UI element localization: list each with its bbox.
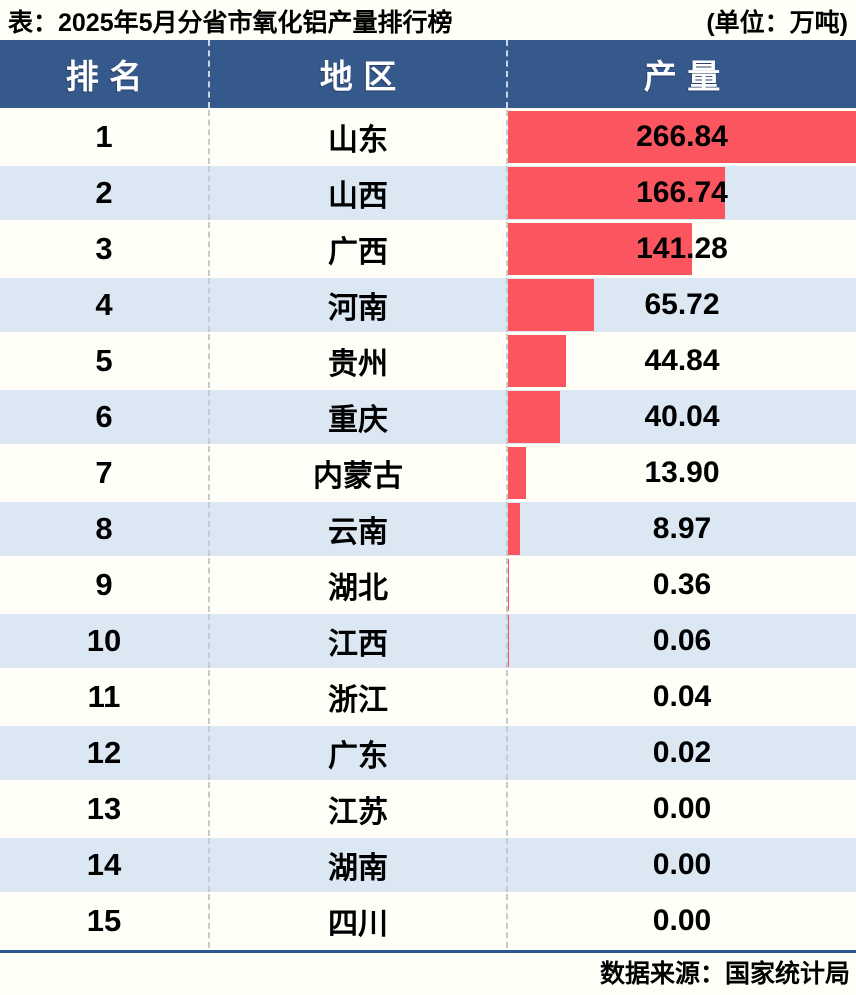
value-label: 0.00 — [652, 904, 712, 937]
value-label: 0.06 — [652, 624, 712, 657]
value-label: 0.02 — [652, 736, 712, 769]
rank-cell: 5 — [0, 334, 210, 388]
region-cell: 贵州 — [210, 334, 508, 388]
value-bar — [508, 111, 856, 163]
region-cell: 山东 — [210, 110, 508, 164]
value-label: 166.74 — [636, 176, 728, 209]
value-label: 0.36 — [652, 568, 712, 601]
value-bar — [508, 503, 520, 555]
table-row: 4 河南 65.72 — [0, 278, 856, 334]
value-label: 44.84 — [644, 344, 720, 377]
table-row: 8 云南 8.97 — [0, 502, 856, 558]
value-label: 0.04 — [652, 680, 712, 713]
rank-cell: 14 — [0, 838, 210, 892]
table-row: 7 内蒙古 13.90 — [0, 446, 856, 502]
rank-cell: 1 — [0, 110, 210, 164]
region-cell: 内蒙古 — [210, 446, 508, 500]
region-cell: 江西 — [210, 614, 508, 668]
value-cell: 0.00 — [508, 894, 856, 948]
value-cell: 8.97 — [508, 502, 856, 556]
data-source-label: 数据来源：国家统计局 — [599, 959, 850, 988]
value-label: 13.90 — [644, 456, 720, 489]
region-cell: 河南 — [210, 278, 508, 332]
column-header-value: 产量 — [643, 58, 731, 95]
rank-cell: 12 — [0, 726, 210, 780]
table-row: 10 江西 0.06 — [0, 614, 856, 670]
unit-label: (单位：万吨) — [706, 9, 848, 37]
value-bar — [508, 391, 561, 443]
region-cell: 浙江 — [210, 670, 508, 724]
value-bar — [508, 447, 527, 499]
table-row: 1 山东 266.84 — [0, 110, 856, 166]
table-row: 15 四川 0.00 — [0, 894, 856, 950]
value-label: 40.04 — [644, 400, 720, 433]
rank-cell: 6 — [0, 390, 210, 444]
value-label: 8.97 — [652, 512, 712, 545]
table-row: 9 湖北 0.36 — [0, 558, 856, 614]
table-row: 13 江苏 0.00 — [0, 782, 856, 838]
rank-cell: 8 — [0, 502, 210, 556]
page-title: 表：2025年5月分省市氧化铝产量排行榜 — [8, 9, 453, 37]
value-label: 65.72 — [644, 288, 720, 321]
region-cell: 四川 — [210, 894, 508, 948]
region-cell: 重庆 — [210, 390, 508, 444]
rank-cell: 2 — [0, 166, 210, 220]
column-header-rank: 排名 — [0, 40, 210, 108]
footer: 数据来源：国家统计局 — [0, 950, 856, 990]
region-cell: 云南 — [210, 502, 508, 556]
rank-cell: 3 — [0, 222, 210, 276]
region-cell: 山西 — [210, 166, 508, 220]
value-cell: 0.04 — [508, 670, 856, 724]
value-cell: 0.00 — [508, 838, 856, 892]
table-row: 2 山西 166.74 — [0, 166, 856, 222]
value-cell: 40.04 — [508, 390, 856, 444]
value-cell: 0.02 — [508, 726, 856, 780]
rank-cell: 15 — [0, 894, 210, 948]
rank-cell: 7 — [0, 446, 210, 500]
value-bar — [508, 279, 594, 331]
value-cell: 0.06 — [508, 614, 856, 668]
region-cell: 广西 — [210, 222, 508, 276]
value-cell: 13.90 — [508, 446, 856, 500]
value-label: 141.28 — [636, 232, 728, 265]
value-cell: 65.72 — [508, 278, 856, 332]
table-header: 排名 地区 产量 — [0, 40, 856, 110]
rank-cell: 13 — [0, 782, 210, 836]
value-cell: 44.84 — [508, 334, 856, 388]
value-bar — [508, 335, 567, 387]
value-cell: 0.00 — [508, 782, 856, 836]
rank-cell: 10 — [0, 614, 210, 668]
value-label: 266.84 — [636, 120, 728, 153]
region-cell: 湖北 — [210, 558, 508, 612]
region-cell: 广东 — [210, 726, 508, 780]
rank-cell: 11 — [0, 670, 210, 724]
table-row: 11 浙江 0.04 — [0, 670, 856, 726]
region-cell: 湖南 — [210, 838, 508, 892]
rank-cell: 4 — [0, 278, 210, 332]
value-cell: 141.28 — [508, 222, 856, 276]
rank-cell: 9 — [0, 558, 210, 612]
value-cell: 266.84 — [508, 110, 856, 164]
value-bar — [508, 223, 693, 275]
value-bar — [508, 167, 726, 219]
table-row: 6 重庆 40.04 — [0, 390, 856, 446]
region-cell: 江苏 — [210, 782, 508, 836]
value-label: 0.00 — [652, 792, 712, 825]
column-header-region: 地区 — [210, 40, 508, 108]
table-row: 14 湖南 0.00 — [0, 838, 856, 894]
table-body: 1 山东 266.84 2 山西 166.74 3 广西 141.28 4 河南… — [0, 110, 856, 950]
value-cell: 166.74 — [508, 166, 856, 220]
value-cell: 0.36 — [508, 558, 856, 612]
value-label: 0.00 — [652, 848, 712, 881]
table-row: 12 广东 0.02 — [0, 726, 856, 782]
table-row: 5 贵州 44.84 — [0, 334, 856, 390]
title-bar: 表：2025年5月分省市氧化铝产量排行榜 (单位：万吨) — [0, 0, 856, 40]
table-row: 3 广西 141.28 — [0, 222, 856, 278]
